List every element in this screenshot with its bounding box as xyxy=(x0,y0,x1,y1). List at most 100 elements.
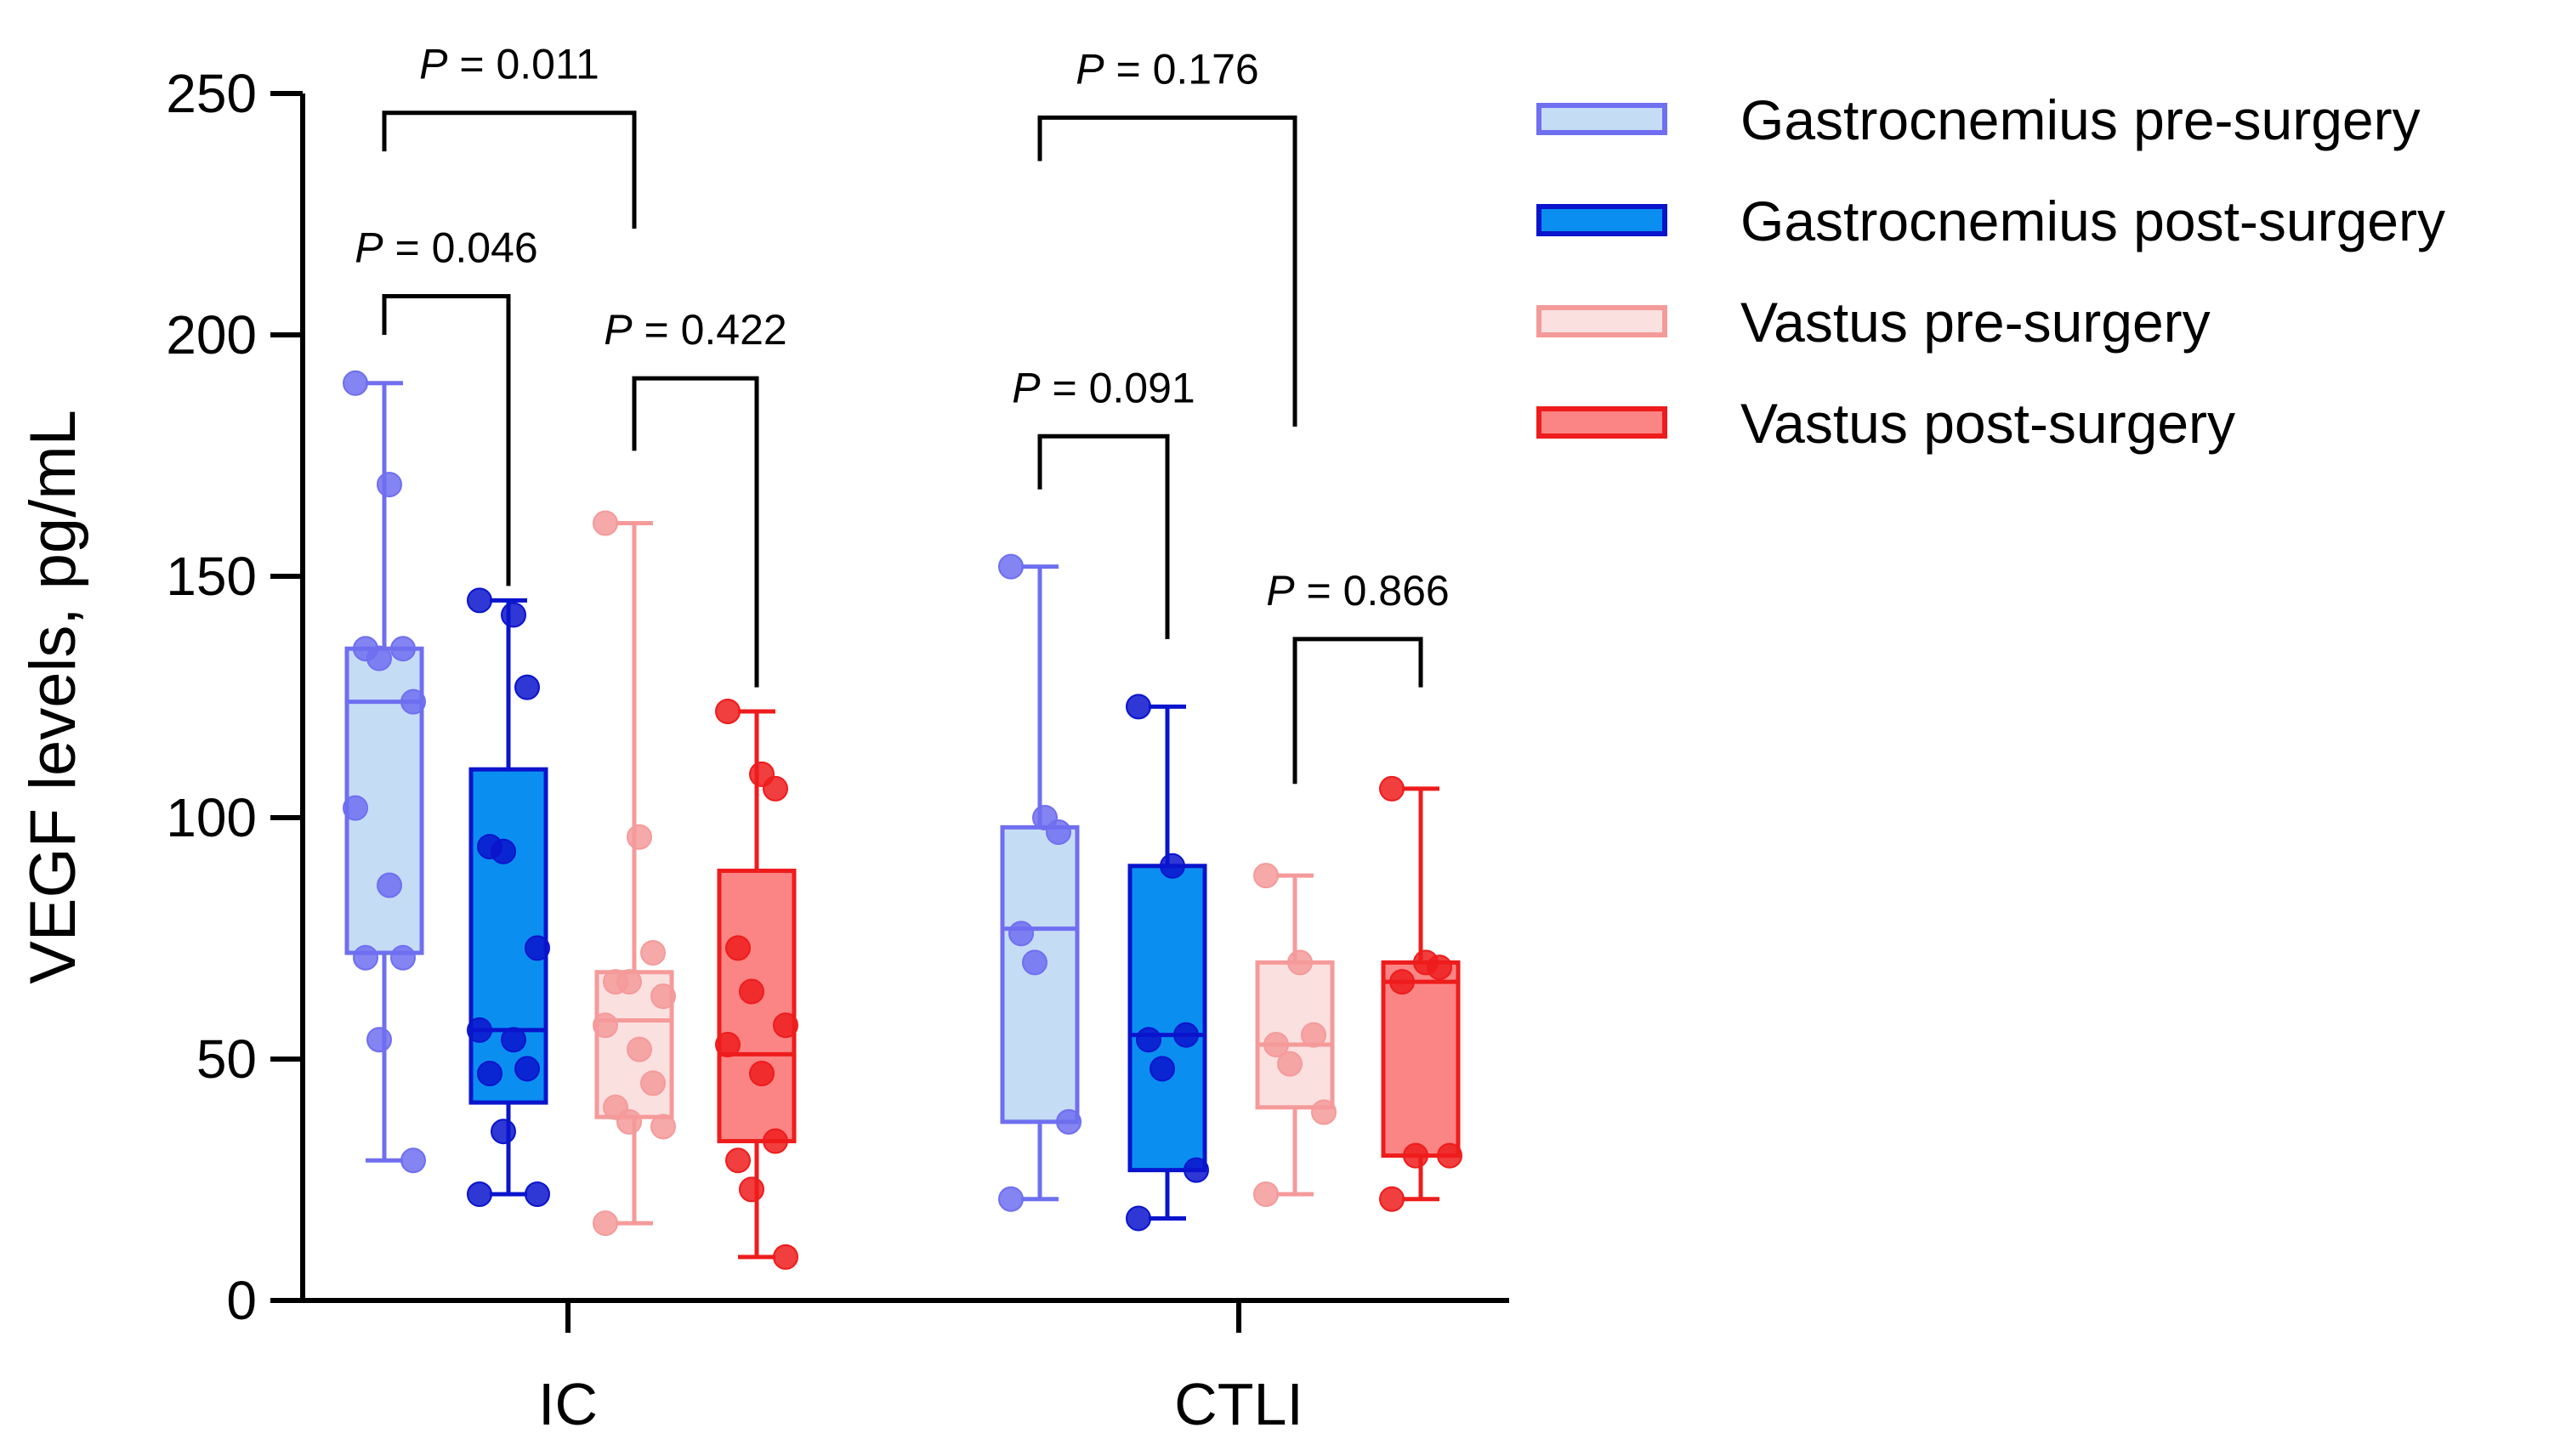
data-point xyxy=(640,940,666,966)
data-point xyxy=(1379,1186,1405,1212)
box-ic-3 xyxy=(593,510,676,1237)
box-ic-1 xyxy=(343,370,426,1174)
data-point xyxy=(1287,949,1313,976)
legend-label: Gastrocnemius post-surgery xyxy=(1740,190,2445,252)
y-tick-label-150: 150 xyxy=(166,546,257,607)
data-point xyxy=(525,1181,550,1208)
data-point xyxy=(1427,955,1452,981)
p-value-label: P = 0.091 xyxy=(1012,364,1195,411)
data-point xyxy=(627,1036,652,1062)
data-point xyxy=(616,969,642,995)
data-point xyxy=(377,872,402,898)
data-point xyxy=(525,935,550,961)
data-point xyxy=(773,1012,798,1039)
y-ticks: 0 50 100 150 200 250 xyxy=(166,63,303,1331)
legend-label: Gastrocnemius pre-surgery xyxy=(1740,88,2421,151)
data-point xyxy=(1389,969,1415,995)
data-point xyxy=(501,602,526,628)
legend-swatch xyxy=(1536,204,1667,236)
box-ctli-4 xyxy=(1379,775,1462,1212)
plot-area xyxy=(343,370,1462,1270)
data-point xyxy=(1150,1056,1175,1082)
comparison-bracket-2: P = 0.011 xyxy=(382,41,637,229)
data-point xyxy=(491,1119,516,1145)
y-tick-label-250: 250 xyxy=(166,63,257,124)
data-point xyxy=(725,1147,751,1174)
data-point xyxy=(773,1244,798,1270)
data-point xyxy=(353,944,378,971)
box-ic-4 xyxy=(715,699,798,1270)
comparison-bracket-5: P = 0.176 xyxy=(1037,45,1297,427)
bracket-line xyxy=(632,376,759,688)
significance-brackets: P = 0.046 P = 0.011 P = 0.422 P = 0.091 P = … xyxy=(355,41,1450,785)
data-point xyxy=(1136,1027,1161,1053)
bracket-line xyxy=(1037,115,1297,427)
bracket-line xyxy=(1037,433,1170,639)
data-point xyxy=(1301,1022,1326,1048)
bracket-line xyxy=(1292,637,1423,785)
legend-label: Vastus pre-surgery xyxy=(1740,291,2211,354)
p-value-label: P = 0.046 xyxy=(355,224,537,272)
legend: Gastrocnemius pre-surgery Gastrocnemius p… xyxy=(1536,88,2445,455)
data-point xyxy=(467,1017,492,1043)
data-point xyxy=(501,1027,526,1053)
data-point xyxy=(1403,1142,1428,1169)
box-iqr xyxy=(717,868,797,1144)
data-point xyxy=(467,587,492,614)
data-point xyxy=(650,1113,676,1140)
box-ctli-1 xyxy=(998,553,1081,1212)
data-point xyxy=(343,370,368,396)
p-value-label: P = 0.422 xyxy=(604,306,786,354)
data-point xyxy=(593,510,618,536)
data-point xyxy=(1126,1205,1151,1232)
data-point xyxy=(1253,863,1279,889)
data-point xyxy=(1008,921,1034,947)
legend-swatch xyxy=(1536,103,1667,135)
data-point xyxy=(1126,694,1151,720)
data-point xyxy=(627,824,652,850)
data-point xyxy=(390,636,416,662)
data-point xyxy=(366,1027,392,1053)
data-point xyxy=(1277,1051,1303,1077)
legend-swatch xyxy=(1536,305,1667,337)
comparison-bracket-4: P = 0.091 xyxy=(1012,364,1195,639)
data-point xyxy=(616,1108,642,1135)
data-point xyxy=(1173,1022,1199,1048)
data-point xyxy=(491,838,516,864)
data-point xyxy=(514,674,540,700)
y-tick-label-50: 50 xyxy=(196,1028,257,1090)
data-point xyxy=(390,944,416,971)
x-label-ctli: CTLI xyxy=(1174,1371,1303,1437)
data-point xyxy=(467,1181,492,1208)
box-ic-2 xyxy=(467,587,550,1208)
data-point xyxy=(1379,775,1405,802)
box-iqr xyxy=(1381,960,1461,1159)
data-point xyxy=(1022,949,1047,976)
p-value-label: P = 0.011 xyxy=(419,41,599,88)
data-point xyxy=(763,775,788,802)
data-point xyxy=(1311,1099,1337,1125)
legend-item-3: Vastus pre-surgery xyxy=(1536,291,2211,354)
box-ctli-3 xyxy=(1253,863,1337,1208)
x-label-ic: IC xyxy=(538,1371,598,1437)
data-point xyxy=(514,1056,540,1082)
legend-label: Vastus post-surgery xyxy=(1740,392,2235,455)
data-point xyxy=(1263,1031,1289,1057)
box-iqr xyxy=(1000,824,1080,1125)
data-point xyxy=(1160,853,1185,879)
data-point xyxy=(593,1210,618,1237)
legend-swatch xyxy=(1536,406,1667,439)
data-point xyxy=(1046,819,1071,846)
data-point xyxy=(1437,1142,1462,1169)
box-iqr xyxy=(1127,864,1207,1173)
box-ctli-2 xyxy=(1126,694,1209,1232)
data-point xyxy=(763,1128,788,1154)
data-point xyxy=(739,978,764,1005)
y-tick-label-200: 200 xyxy=(166,304,257,365)
p-value-label: P = 0.176 xyxy=(1076,45,1258,93)
data-point xyxy=(1253,1181,1279,1208)
data-point xyxy=(725,935,751,961)
data-point xyxy=(650,983,676,1010)
data-point xyxy=(749,1061,775,1087)
y-tick-label-0: 0 xyxy=(226,1270,257,1331)
